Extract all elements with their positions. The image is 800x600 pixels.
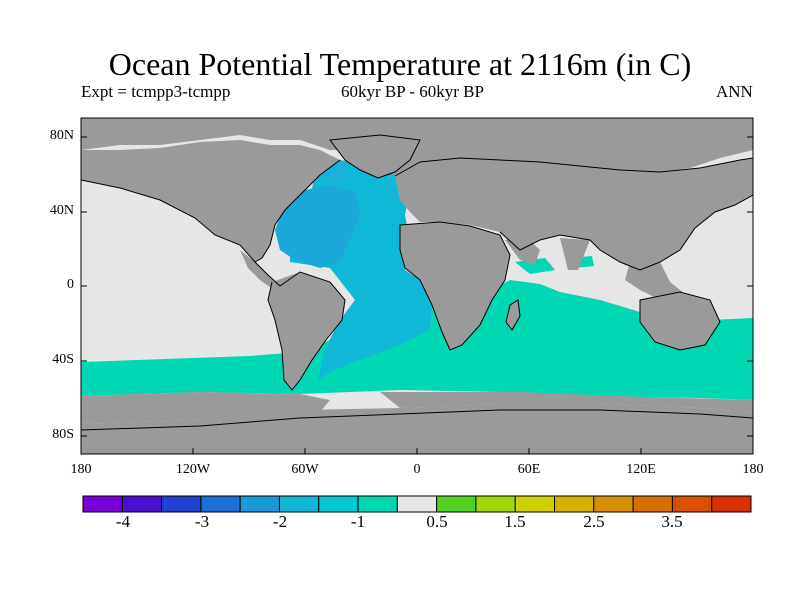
north-atlantic-anomaly [275,185,360,268]
lat-label: 40S [52,352,74,367]
colorbar-box [121,495,163,513]
colorbar-label: 2.5 [583,512,605,531]
time-period-label: 60kyr BP - 60kyr BP [341,82,484,101]
axis-ticks [81,136,753,454]
lon-label: 120E [626,462,656,477]
colorbar-label: 3.5 [661,512,683,531]
colorbar-box [632,495,673,513]
colorbar-box [436,495,477,513]
lat-label: 40N [49,203,74,218]
season-label: ANN [716,82,753,101]
colorbar-box [396,495,438,513]
lat-label: 80S [52,427,74,442]
indian-ocean-patch [515,258,555,274]
colorbar-box [357,495,398,513]
lat-label: 0 [67,277,74,292]
colorbar-box [554,495,595,513]
colorbar-label: -1 [350,512,366,531]
colorbar-box [200,495,241,513]
colorbar-box [161,495,202,513]
colorbar-box [318,495,359,513]
lon-label: 0 [413,462,421,477]
colorbar-label: -4 [115,512,131,531]
colorbar-label: -2 [272,512,288,531]
colorbar-box [711,495,752,513]
colorbar-box [278,495,320,513]
lon-label: 180 [742,462,764,477]
southern-ocean-anomaly [81,276,753,400]
colorbar-label: 0.5 [426,512,448,531]
experiment-label: Expt = tcmpp3-tcmpp [81,82,231,101]
plot-title: Ocean Potential Temperature at 2116m (in… [108,46,692,82]
colorbar-box [671,495,713,513]
lon-label: 180 [70,462,92,477]
colorbar-box [593,495,634,513]
lon-label: 120W [175,462,211,477]
colorbar-box [239,495,280,513]
colorbar-label: 1.5 [504,512,526,531]
colorbar-label: -3 [194,512,210,531]
lat-label: 80N [49,128,74,143]
colorbar-box [82,495,123,513]
coastlines [81,134,753,431]
land-masses [81,118,753,454]
lon-label: 60E [517,462,541,477]
lon-label: 60W [291,462,319,477]
colorbar-box [514,495,556,513]
colorbar-box [475,495,516,513]
